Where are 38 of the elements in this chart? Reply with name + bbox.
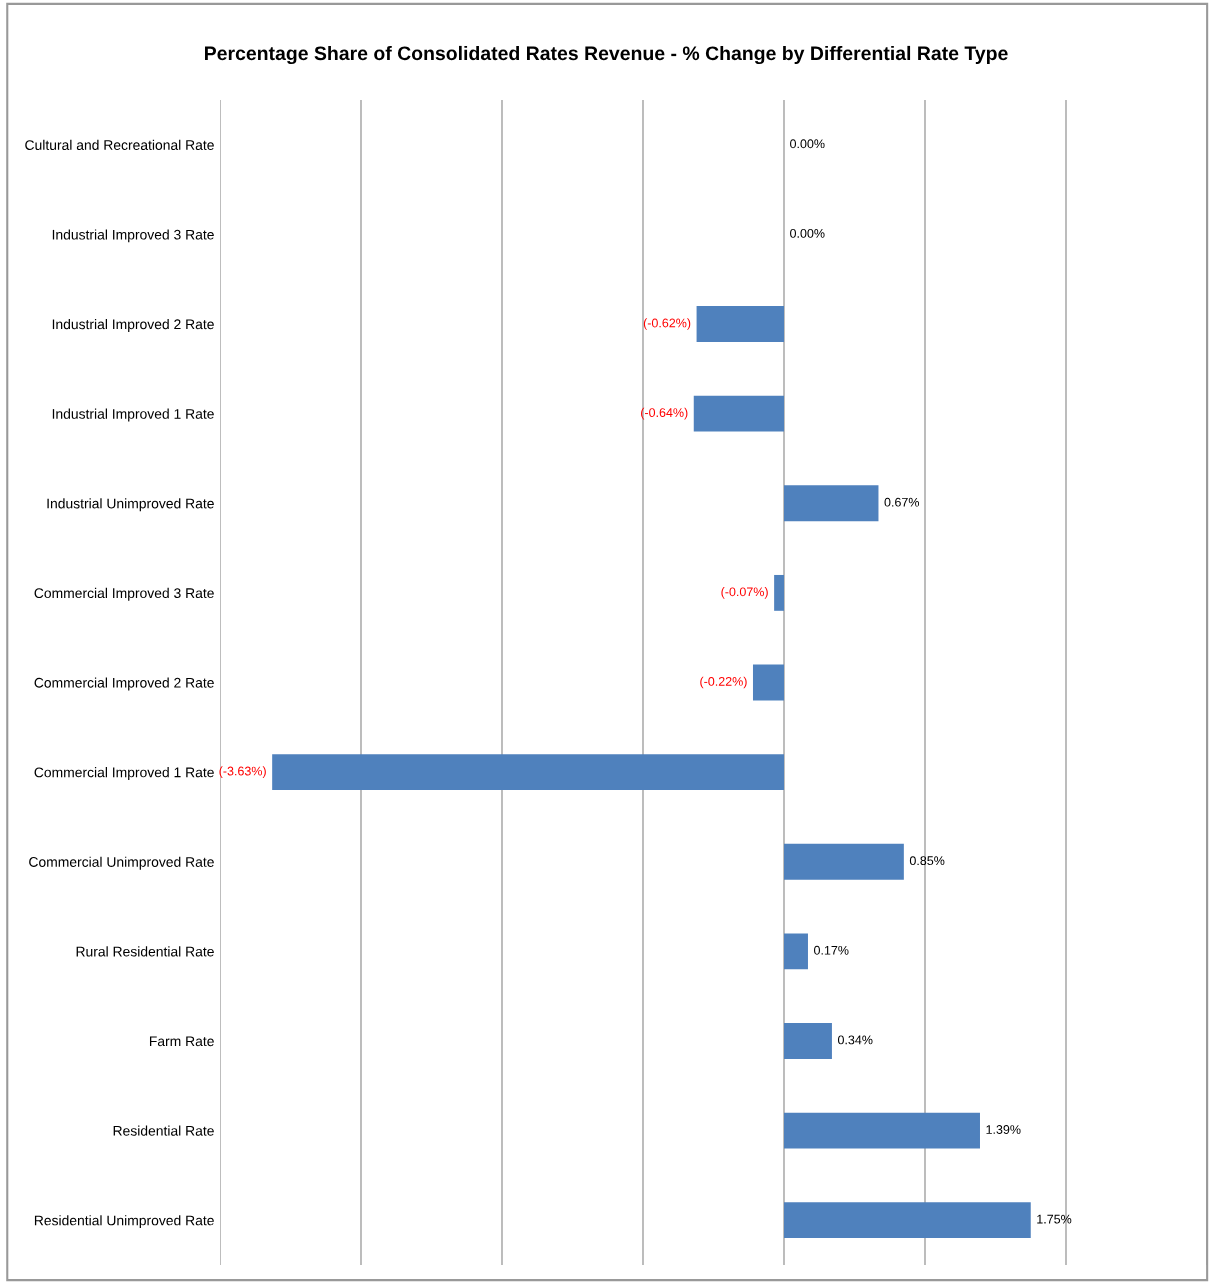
bar [774, 574, 784, 611]
y-tick-label: Industrial Improved 3 Rate [52, 229, 214, 243]
chart-title: Percentage Share of Consolidated Rates Revenue - % Change by Differential Rate Type [205, 45, 1008, 65]
y-tick-label: Residential Unimproved Rate [34, 1215, 214, 1229]
data-label: (-3.63%) [219, 766, 266, 778]
data-label: 0.17% [814, 945, 849, 955]
data-label: 0.85% [909, 856, 945, 866]
bar [272, 754, 784, 791]
y-tick-label: Industrial Improved 2 Rate [52, 319, 214, 332]
data-label: (-0.07%) [721, 587, 768, 599]
bar [784, 1112, 980, 1149]
data-label: 1.39% [986, 1125, 1021, 1134]
data-label: 0.67% [884, 497, 920, 507]
y-tick-label: Commercial Improved 1 Rate [34, 767, 214, 781]
y-tick-label: Residential Rate [113, 1125, 214, 1136]
y-tick-label: Commercial Improved 3 Rate [34, 587, 214, 601]
bar [784, 1023, 832, 1059]
y-tick-label: Cultural and Recreational Rate [25, 139, 214, 150]
data-label: (-0.64%) [641, 407, 688, 420]
data-label: (-0.62%) [643, 318, 691, 330]
bar [784, 933, 808, 970]
y-tick-label: Rural Residential Rate [76, 946, 214, 957]
data-label: (-0.22%) [700, 676, 747, 689]
y-tick-label: Commercial Unimproved Rate [29, 856, 214, 870]
bar [696, 306, 784, 342]
bar [693, 395, 784, 432]
data-label: 0.34% [837, 1035, 873, 1045]
y-tick-label: Commercial Improved 2 Rate [34, 677, 214, 691]
data-label: 0.00% [790, 228, 825, 238]
bar [752, 664, 784, 701]
y-tick-label: Industrial Improved 1 Rate [52, 408, 214, 422]
y-tick-label: Industrial Unimproved Rate [47, 498, 214, 512]
bar [784, 843, 904, 880]
bar [784, 1202, 1031, 1239]
data-label: 1.75% [1037, 1214, 1072, 1224]
y-tick-label: Farm Rate [149, 1036, 214, 1047]
data-label: 0.00% [790, 139, 825, 149]
bar [784, 485, 879, 522]
